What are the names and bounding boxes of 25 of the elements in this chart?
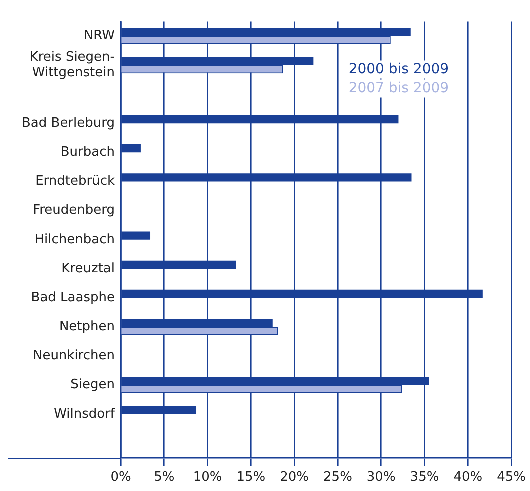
y-tick-label: Bad Laasphe: [31, 290, 115, 306]
series-label: 2000 bis 2009: [348, 61, 450, 78]
x-tick-label: 40%: [454, 470, 483, 486]
y-tick-label: Siegen: [70, 378, 115, 393]
y-tick-label: NRW: [84, 28, 116, 44]
x-tick-label: 20%: [280, 470, 310, 486]
y-tick-label: Neunkirchen: [32, 348, 115, 364]
x-tick-label: 35%: [410, 470, 440, 486]
x-tick-label: 30%: [366, 470, 396, 486]
y-tick-label: Netphen: [59, 320, 115, 335]
x-tick-label: 25%: [324, 470, 352, 486]
x-tick-label: 10%: [193, 470, 222, 486]
x-tick-label: 45%: [497, 470, 526, 486]
y-tick-label: Erndtebrück: [36, 174, 116, 190]
x-tick-label: 0%: [110, 470, 132, 486]
y-tick-label: Bad Berleburg: [22, 116, 115, 131]
x-tick-label: 15%: [236, 470, 266, 486]
text: 2007 bis 2009: [348, 80, 450, 96]
y-tick-label: Wilnsdorf: [54, 406, 116, 422]
y-tick-label: Kreuztal: [62, 261, 115, 276]
y-tick-label: Freudenberg: [33, 203, 115, 218]
x-tick-label: 5%: [154, 470, 175, 486]
y-tick-label: Kreis Siegen-Wittgenstein: [30, 50, 116, 81]
y-tick-label: Burbach: [60, 145, 115, 160]
y-tick-label: Hilchenbach: [34, 232, 115, 248]
